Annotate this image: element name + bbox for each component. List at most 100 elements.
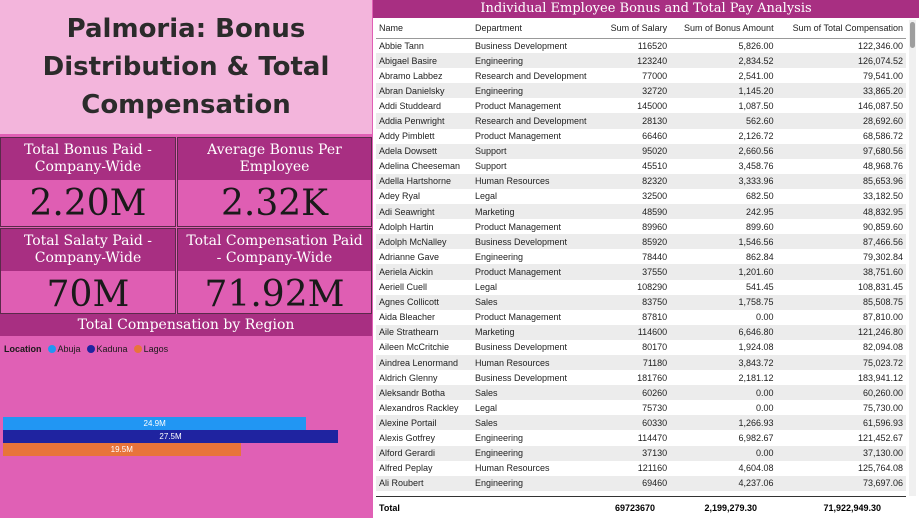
kpi-average-bonus-value: 2.32K xyxy=(220,183,329,224)
cell-total-compensation: 121,246.80 xyxy=(857,327,903,338)
table-scrollbar[interactable] xyxy=(909,20,916,496)
cell-bonus: 3,333.96 xyxy=(738,176,774,187)
scrollbar-thumb[interactable] xyxy=(910,22,915,48)
cell-bonus: 2,834.52 xyxy=(738,55,774,66)
kpi-average-bonus-label: Average Bonus Per Employee xyxy=(178,138,371,180)
total-salary: 69723670 xyxy=(614,502,655,513)
column-header-department[interactable]: Department xyxy=(471,18,602,39)
column-header-bonus[interactable]: Sum of Bonus Amount xyxy=(670,18,777,39)
table-row[interactable]: Alexis Gotfrey Engineering 114470 6,982.67 1… xyxy=(376,430,906,445)
cell-bonus: 4,237.06 xyxy=(738,478,774,489)
table-row[interactable]: Adelina Cheeseman Support 45510 3,458.76 48,… xyxy=(376,159,906,174)
cell-bonus: 899.60 xyxy=(746,221,774,232)
cell-salary: 71180 xyxy=(642,357,668,368)
cell-department: Engineering xyxy=(474,478,524,489)
cell-department: Human Resources xyxy=(474,176,550,187)
table-row[interactable]: Abigael Basire Engineering 123240 2,834.52 1… xyxy=(376,53,906,69)
column-header-total-compensation[interactable]: Sum of Total Compensation xyxy=(776,18,906,39)
table-row[interactable]: Adella Hartshorne Human Resources 82320 3,3… xyxy=(376,173,906,189)
cell-total-compensation: 126,074.52 xyxy=(857,55,903,66)
kpi-total-salary-value: 70M xyxy=(46,274,130,314)
kpi-total-salary-card[interactable]: Total Salaty Paid - Company-Wide 70M xyxy=(0,228,176,314)
table-row[interactable]: Adey Ryal Legal 32500 682.50 33,182.50 xyxy=(376,189,906,204)
table-row[interactable]: Adi Seawright Marketing 48590 242.95 48,832.… xyxy=(376,204,906,220)
cell-department: Product Management xyxy=(474,131,562,142)
cell-department: Legal xyxy=(474,282,497,293)
table-row[interactable]: Aleksandr Botha Sales 60260 0.00 60,260.00 xyxy=(376,385,906,401)
cell-salary: 60260 xyxy=(642,387,668,398)
table-row[interactable]: Adolph Hartin Product Management 89960 899.… xyxy=(376,219,906,234)
cell-bonus: 2,660.56 xyxy=(738,146,774,157)
table-row[interactable]: Addy Pimblett Product Management 66460 2,12… xyxy=(376,129,906,144)
table-row[interactable]: Aida Bleacher Product Management 87810 0.00… xyxy=(376,310,906,325)
cell-department: Support xyxy=(474,146,507,157)
table-row[interactable]: Aile Strathearn Marketing 114600 6,646.80 12… xyxy=(376,324,906,340)
cell-total-compensation: 85,653.96 xyxy=(862,176,903,187)
total-label: Total xyxy=(379,502,400,513)
table-row[interactable]: Adela Dowsett Support 95020 2,660.56 97,680.… xyxy=(376,143,906,159)
table-row[interactable]: Alexandros Rackley Legal 75730 0.00 75,730.0… xyxy=(376,400,906,415)
cell-salary: 108290 xyxy=(637,282,668,293)
legend-title: Location xyxy=(4,344,42,354)
cell-bonus: 1,145.20 xyxy=(738,85,774,96)
cell-department: Engineering xyxy=(474,55,524,66)
table-row[interactable]: Alexine Portail Sales 60330 1,266.93 61,596.… xyxy=(376,415,906,431)
table-row[interactable]: Aldrich Glenny Business Development 181760… xyxy=(376,370,906,385)
legend-label: Abuja xyxy=(57,344,81,354)
table-scroll-area[interactable]: Name Department Sum of Salary Sum of Bon… xyxy=(376,18,906,518)
cell-salary: 87810 xyxy=(642,312,668,323)
legend-label: Lagos xyxy=(143,344,169,354)
region-bar-lagos[interactable]: 19.5M xyxy=(3,443,241,456)
cell-department: Product Management xyxy=(474,221,562,232)
legend-dot-icon xyxy=(47,345,56,353)
kpi-total-bonus-value: 2.20M xyxy=(29,183,147,224)
cell-total-compensation: 48,832.95 xyxy=(862,206,903,217)
column-header-name[interactable]: Name xyxy=(376,18,472,39)
cell-total-compensation: 79,302.84 xyxy=(862,251,903,262)
table-row[interactable]: Aeriell Cuell Legal 108290 541.45 108,831.45 xyxy=(376,280,906,295)
table-row[interactable]: Agnes Collicott Sales 83750 1,758.75 85,508.… xyxy=(376,294,906,310)
cell-department: Marketing xyxy=(474,206,515,217)
kpi-total-bonus-card[interactable]: Total Bonus Paid - Company-Wide 2.20M xyxy=(0,137,176,227)
table-row[interactable]: Abran Danielsky Engineering 32720 1,145.20 3… xyxy=(376,83,906,99)
cell-total-compensation: 108,831.45 xyxy=(857,282,903,293)
kpi-total-compensation-card[interactable]: Total Compensation Paid - Company-Wide 7… xyxy=(177,228,372,314)
region-bar-abuja[interactable]: 24.9M xyxy=(3,417,307,430)
table-row[interactable]: Alford Gerardi Engineering 37130 0.00 37,130… xyxy=(376,445,906,461)
table-row[interactable]: Addi Studdeard Product Management 145000 1,… xyxy=(376,98,906,113)
table-row[interactable]: Abramo Labbez Research and Development 770… xyxy=(376,68,906,83)
table-row[interactable]: Alfred Peplay Human Resources 121160 4,604.… xyxy=(376,461,906,476)
employee-table-panel: Individual Employee Bonus and Total Pay … xyxy=(373,0,919,518)
cell-name: Adi Seawright xyxy=(379,206,435,217)
kpi-average-bonus-card[interactable]: Average Bonus Per Employee 2.32K xyxy=(177,137,372,227)
table-row[interactable]: Abbie Tann Business Development 116520 5,82… xyxy=(376,38,906,53)
table-row[interactable]: Adrianne Gave Engineering 78440 862.84 79,30… xyxy=(376,249,906,264)
table-row[interactable]: Adolph McNalley Business Development 85920… xyxy=(376,234,906,250)
cell-total-compensation: 61,596.93 xyxy=(862,417,903,428)
legend-item-abuja[interactable]: Abuja xyxy=(47,344,81,354)
cell-name: Addi Studdeard xyxy=(379,100,442,111)
cell-department: Business Development xyxy=(474,342,568,353)
cell-name: Addy Pimblett xyxy=(379,131,435,142)
table-row[interactable]: Aileen McCritchie Business Development 801… xyxy=(376,340,906,355)
region-chart[interactable]: Location Abuja Kaduna Lagos 24.9M 27.5M 19… xyxy=(0,336,372,518)
legend-item-kaduna[interactable]: Kaduna xyxy=(86,344,128,354)
cell-bonus: 4,604.08 xyxy=(738,463,774,474)
table-title: Individual Employee Bonus and Total Pay … xyxy=(373,0,919,18)
legend-item-lagos[interactable]: Lagos xyxy=(133,344,169,354)
cell-bonus: 0.00 xyxy=(756,387,774,398)
cell-total-compensation: 122,346.00 xyxy=(857,40,903,51)
cell-name: Agnes Collicott xyxy=(379,297,440,308)
cell-department: Legal xyxy=(474,191,497,202)
table-row[interactable]: Addia Penwright Research and Development 2… xyxy=(376,113,906,129)
bar-value-label: 19.5M xyxy=(110,445,133,454)
column-header-salary[interactable]: Sum of Salary xyxy=(601,18,671,39)
table-header-row: Name Department Sum of Salary Sum of Bon… xyxy=(376,18,906,39)
table-row[interactable]: Aeriela Aickin Product Management 37550 1,2… xyxy=(376,264,906,280)
region-bar-kaduna[interactable]: 27.5M xyxy=(3,430,338,443)
cell-name: Adolph Hartin xyxy=(379,221,434,232)
cell-bonus: 1,266.93 xyxy=(738,417,774,428)
table-row[interactable]: Ali Roubert Engineering 69460 4,237.06 73,69… xyxy=(376,475,906,491)
cell-bonus: 6,982.67 xyxy=(738,432,774,443)
table-row[interactable]: Aindrea Lenormand Human Resources 71180 3,8… xyxy=(376,354,906,371)
